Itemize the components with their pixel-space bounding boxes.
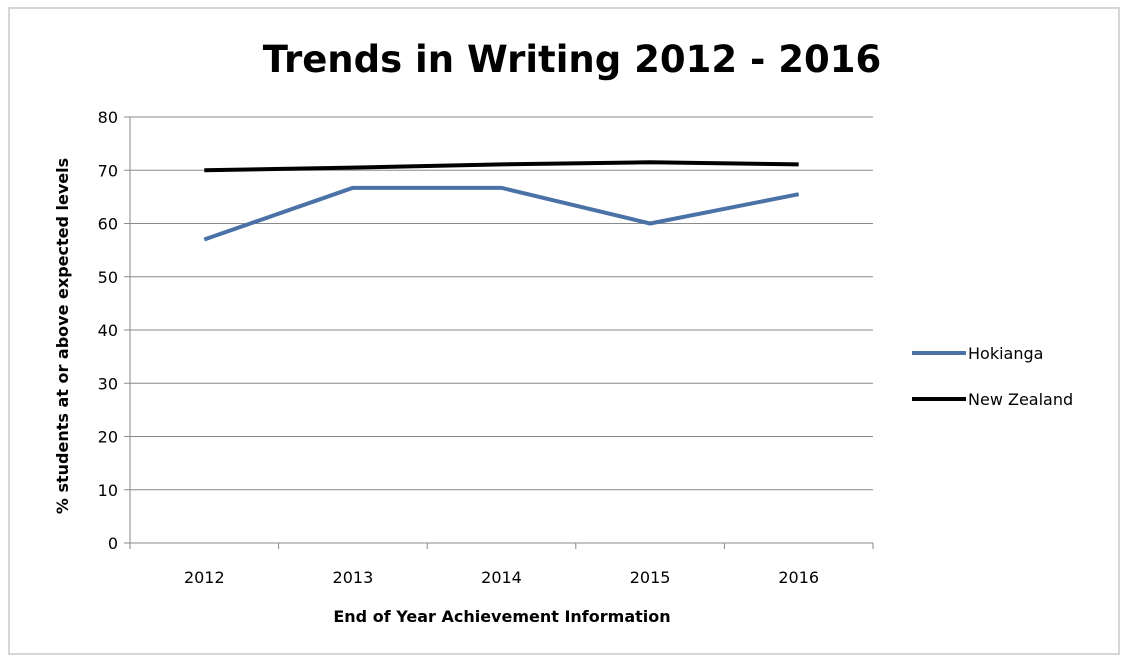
y-axis-ticks: 0 10 20 30 40 50 60 70 80 <box>98 108 130 553</box>
x-tick-label: 2016 <box>778 568 819 587</box>
y-tick-label: 40 <box>98 321 118 340</box>
x-tick-label: 2012 <box>184 568 225 587</box>
x-tick-label: 2015 <box>630 568 671 587</box>
legend: Hokianga New Zealand <box>912 344 1073 409</box>
y-tick-label: 60 <box>98 215 118 234</box>
y-tick-label: 0 <box>108 534 118 553</box>
legend-label-hokianga: Hokianga <box>968 344 1043 363</box>
chart-title: Trends in Writing 2012 - 2016 <box>263 38 881 81</box>
chart-frame <box>8 7 1120 655</box>
series-line-hokianga <box>203 185 800 242</box>
x-tick-label: 2013 <box>333 568 374 587</box>
y-tick-label: 30 <box>98 374 118 393</box>
series-line-new-zealand <box>204 160 799 173</box>
y-tick-label: 80 <box>98 108 118 127</box>
y-tick-label: 10 <box>98 481 118 500</box>
y-axis-title: % students at or above expected levels <box>53 158 72 514</box>
y-tick-label: 20 <box>98 428 118 447</box>
y-tick-label: 50 <box>98 268 118 287</box>
legend-label-new-zealand: New Zealand <box>968 390 1073 409</box>
series-lines <box>203 160 800 242</box>
y-tick-label: 70 <box>98 161 118 180</box>
x-tick-label: 2014 <box>481 568 522 587</box>
x-axis-ticks: 2012 2013 2014 2015 2016 <box>129 543 874 587</box>
x-axis-title: End of Year Achievement Information <box>333 607 670 626</box>
